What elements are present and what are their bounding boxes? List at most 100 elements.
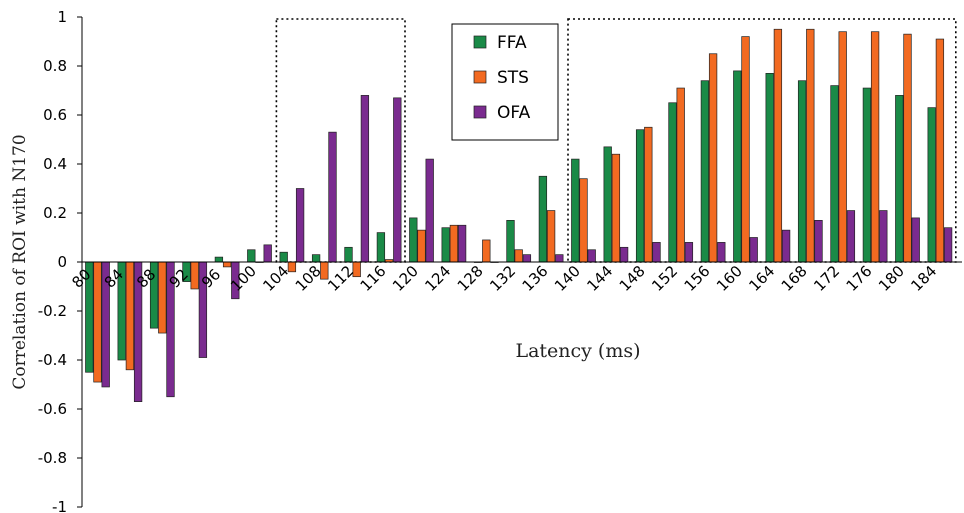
bar-ofa [781,229,791,263]
legend-label-sts: STS [497,68,529,88]
y-axis-title: Correlation of ROI with N170 [10,134,30,389]
x-tick-label: 128 [454,262,487,295]
bar-ofa [360,95,370,263]
x-tick-label: 104 [259,262,292,295]
bar-ofa [652,242,661,263]
legend-label-ffa: FFA [497,33,527,53]
x-tick-label: 176 [843,262,876,295]
x-tick-label: 160 [713,262,746,295]
bar-sts [417,229,426,263]
bar-sts [708,53,718,263]
legend: FFA STS OFA [451,23,559,141]
y-tick-label: 1 [57,8,67,26]
y-tick-label: 0 [57,253,67,271]
highlight-window [567,18,957,263]
x-tick-label: 180 [875,262,908,295]
bar-ffa [830,85,839,263]
bar-ofa [619,246,629,263]
bar-ffa [279,251,288,263]
bar-ffa [344,246,353,263]
x-tick-label: 132 [486,262,519,295]
bar-sts [287,261,297,273]
y-tick-label: -1 [52,498,67,513]
bar-ffa [668,102,677,263]
x-tick-label: 144 [583,262,616,295]
bar-sts [158,261,167,334]
legend-swatch-sts [473,70,487,84]
x-tick-label: 140 [551,262,584,295]
x-tick-label: 164 [745,262,778,295]
x-tick-label: 148 [616,262,649,295]
bar-ffa [635,129,645,263]
bar-ofa [717,242,726,263]
bar-ofa [684,242,694,263]
bar-ffa [441,227,450,263]
y-axis: -1 -0.8 -0.6 -0.4 -0.2 0 0.2 0.4 0.6 0.8 1 [38,8,83,513]
legend-swatch-ofa [473,105,487,119]
bar-ffa [797,80,807,263]
y-tick-label: -0.4 [38,351,67,369]
bar-ffa [700,80,710,263]
bar-ffa [247,249,256,263]
x-tick-label: 116 [357,262,390,295]
bar-sts [806,28,815,263]
x-tick-label: 120 [389,262,422,295]
bar-ofa [295,188,305,263]
legend-label-ofa: OFA [497,103,531,123]
bar-ffa [538,175,548,263]
bar-ofa [846,210,856,263]
x-tick-label: 124 [421,262,454,295]
bar-sts [579,178,588,263]
bar-ofa [328,131,337,263]
bar-sts [644,126,653,263]
x-tick-label: 112 [324,262,357,295]
bar-sts [222,261,232,268]
y-tick-label: 0.2 [43,204,67,222]
x-tick-label: 108 [292,262,325,295]
bar-ofa [457,224,467,263]
legend-box [451,23,559,141]
bar-ofa [522,254,532,263]
x-tick-label: 184 [907,262,940,295]
bar-sts [93,261,102,383]
bar-sts [935,38,945,263]
bar-ffa [409,217,418,263]
bar-sts [514,249,523,263]
x-tick-label: 172 [810,262,843,295]
y-tick-label: 0.6 [43,106,67,124]
y-tick-label: -0.6 [38,400,67,418]
y-tick-label: -0.2 [38,302,67,320]
x-tick-label: 152 [648,262,681,295]
bar-ffa [733,70,742,263]
bar-sts [449,224,459,263]
y-tick-label: 0.8 [43,57,67,75]
bar-sts [870,31,880,263]
bar-ffa [376,232,386,263]
bar-sts [676,87,685,263]
bar-ofa [749,237,758,263]
bar-ofa [814,220,823,263]
x-tick-label: 156 [681,262,714,295]
y-tick-label: -0.8 [38,449,67,467]
highlight-window [275,18,406,263]
bar-sts [546,210,556,263]
bar-ffa [571,158,580,263]
x-tick-label: 136 [519,262,552,295]
bar-ffa [506,220,515,263]
bar-ffa [311,254,321,263]
bar-ffa [214,256,224,263]
bar-ofa [263,244,272,263]
x-axis-title: Latency (ms) [515,340,640,362]
bar-ofa [555,254,564,263]
bar-ofa [911,217,920,263]
bar-ofa [425,158,434,263]
bar-ofa [587,249,596,263]
bar-sts [773,28,783,263]
bar-sts [190,261,199,290]
bar-sts [482,239,491,263]
legend-swatch-ffa [473,35,487,49]
x-tick-label: 168 [778,262,811,295]
bar-sts [741,36,750,263]
bar-ffa [927,107,936,263]
